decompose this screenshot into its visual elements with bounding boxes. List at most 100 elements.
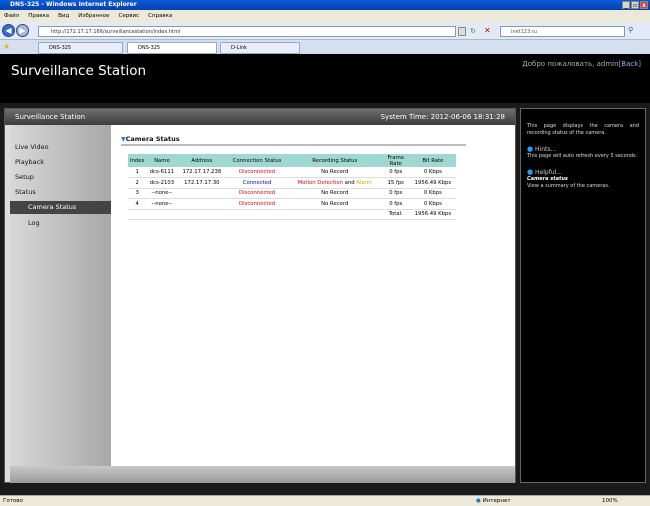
back-icon[interactable]: ◀ <box>2 24 15 37</box>
menu-view[interactable]: Вид <box>58 13 70 19</box>
menu-favorites[interactable]: Избранное <box>78 13 110 19</box>
cell-address <box>177 188 227 199</box>
cell-fps: 0 fps <box>381 167 410 178</box>
total-label: Total: <box>381 209 410 220</box>
col-name: Name <box>146 154 178 167</box>
cell-name: --none-- <box>146 188 178 199</box>
cell-name: dcs-2103 <box>146 177 178 189</box>
table-row: 3 --none-- Disconnected No Record 0 fps 0 Kbp… <box>128 188 456 199</box>
cell-address: 172.17.17.238 <box>177 167 227 178</box>
cell-fps: 0 fps <box>381 198 410 210</box>
col-connection-status: Connection Status <box>226 154 288 167</box>
globe-icon: ● <box>476 498 481 504</box>
sidebar-item-setup[interactable]: Setup <box>15 173 34 181</box>
sidebar-item-log[interactable]: Log <box>28 219 40 227</box>
window-title-bar: DNS-325 - Windows Internet Explorer _ ▫ x <box>0 0 650 10</box>
cell-connection: Disconnected <box>226 188 288 199</box>
cell-address <box>177 198 227 210</box>
menu-edit[interactable]: Правка <box>28 13 50 19</box>
content-area: ▼Camera Status Index Name Address Connec… <box>111 125 515 466</box>
stop-icon[interactable]: ✕ <box>484 26 491 35</box>
app-header: Surveillance Station Добро пожаловать, a… <box>0 54 650 103</box>
section-title-text: Camera Status <box>125 135 180 143</box>
bullet-icon: ● <box>527 145 534 153</box>
cell-bitrate: 0 Kbps <box>409 188 456 199</box>
and-text: and <box>342 179 357 186</box>
cell-connection: Disconnected <box>226 167 288 178</box>
main-panel: Surveillance Station System Time: 2012-06… <box>4 108 516 483</box>
minimize-button[interactable]: _ <box>622 1 630 9</box>
col-index: Index <box>128 154 147 167</box>
menu-bar: Файл Правка Вид Избранное Сервис Справка <box>0 10 650 22</box>
cell-recording: Motion Detection and Alarm <box>287 177 382 189</box>
window-title: DNS-325 - Windows Internet Explorer <box>10 1 137 8</box>
url-input[interactable]: http://172.17.17.166/surveillancestation… <box>38 26 456 37</box>
cell-connection: Connected <box>226 177 288 189</box>
search-input[interactable]: inet123.ru <box>500 26 625 37</box>
welcome-label: Добро пожаловать, admin <box>522 60 619 68</box>
status-text: Готово <box>3 498 23 504</box>
cell-index: 1 <box>128 167 147 178</box>
cell-index: 2 <box>128 177 147 189</box>
tab-dns-325-2[interactable]: DNS-325 <box>127 42 217 54</box>
refresh-icon[interactable] <box>458 27 466 36</box>
cell-index: 4 <box>128 198 147 210</box>
table-header: Index Name Address Connection Status Rec… <box>128 154 456 167</box>
motion-detection-text: Motion Detection <box>297 179 343 186</box>
tab-bar: ★ DNS-325 DNS-325 D-Link <box>0 40 650 54</box>
cell-address: 172.17.17.30 <box>177 177 227 189</box>
cell-bitrate: 0 Kbps <box>409 167 456 178</box>
cell-fps: 0 fps <box>381 188 410 199</box>
hints-heading: ● Hints... <box>527 145 639 153</box>
sidebar-item-camera-status[interactable]: Camera Status <box>10 201 111 214</box>
table-row: 4 --none-- Disconnected No Record 0 fps 0 Kbp… <box>128 198 456 210</box>
maximize-button[interactable]: ▫ <box>631 1 639 9</box>
tab-dns-325-1[interactable]: DNS-325 <box>38 42 123 54</box>
zoom-level[interactable]: 100% <box>602 498 618 504</box>
hints-title: Hints... <box>535 146 557 153</box>
col-bit-rate: Bit Rate <box>409 154 456 167</box>
brand-title: Surveillance Station <box>11 63 147 79</box>
helpful-subtitle: Camera status <box>527 176 568 182</box>
search-icon[interactable]: ⚲ <box>628 26 634 34</box>
cell-name: dcs-6111 <box>146 167 178 178</box>
sidebar-item-live-video[interactable]: Live Video <box>15 143 49 151</box>
tab-dlink[interactable]: D-Link <box>220 42 300 54</box>
menu-tools[interactable]: Сервис <box>118 13 140 19</box>
help-description: This page displays the camera and record… <box>527 123 639 136</box>
cell-bitrate: 1956.49 Kbps <box>409 177 456 189</box>
helpful-text: View a summary of the cameras. <box>527 183 610 189</box>
help-panel: This page displays the camera and record… <box>520 108 646 483</box>
col-address: Address <box>177 154 227 167</box>
go-icon[interactable]: ↻ <box>470 27 476 35</box>
cell-recording: No Record <box>287 198 382 210</box>
divider <box>121 144 466 146</box>
back-link[interactable]: Back <box>621 60 639 68</box>
panel-title: Surveillance Station <box>15 113 86 121</box>
cell-fps: 15 fps <box>381 177 410 189</box>
sidebar: Live Video Playback Setup Status Camera … <box>10 125 111 466</box>
security-zone: ● Интернет <box>476 496 511 506</box>
close-button[interactable]: x <box>640 1 648 9</box>
total-bitrate: 1956.49 Kbps <box>409 209 456 220</box>
menu-help[interactable]: Справка <box>148 13 173 19</box>
bullet-icon: ● <box>527 168 534 176</box>
menu-file[interactable]: Файл <box>4 13 20 19</box>
zone-label: Интернет <box>482 498 511 504</box>
panel-footer <box>10 466 515 483</box>
status-bar: Готово ● Интернет 100% <box>0 495 650 506</box>
sidebar-item-status[interactable]: Status <box>15 188 36 196</box>
hints-text: This page will auto refresh every 5 seco… <box>527 153 638 159</box>
welcome-text: Добро пожаловать, admin[Back] <box>522 60 641 68</box>
cell-connection: Disconnected <box>226 198 288 210</box>
favorites-star-icon[interactable]: ★ <box>3 42 11 51</box>
cell-index: 3 <box>128 188 147 199</box>
sidebar-item-playback[interactable]: Playback <box>15 158 45 166</box>
section-title: ▼Camera Status <box>121 135 180 143</box>
forward-icon[interactable]: ▶ <box>16 24 29 37</box>
cell-bitrate: 0 Kbps <box>409 198 456 210</box>
panel-header: Surveillance Station System Time: 2012-06… <box>5 109 515 125</box>
triangle-down-icon: ▼ <box>121 136 126 143</box>
system-time: System Time: 2012-06-06 18:31:28 <box>380 113 505 121</box>
address-bar: ◀ ▶ http://172.17.17.166/surveillancesta… <box>0 22 650 40</box>
